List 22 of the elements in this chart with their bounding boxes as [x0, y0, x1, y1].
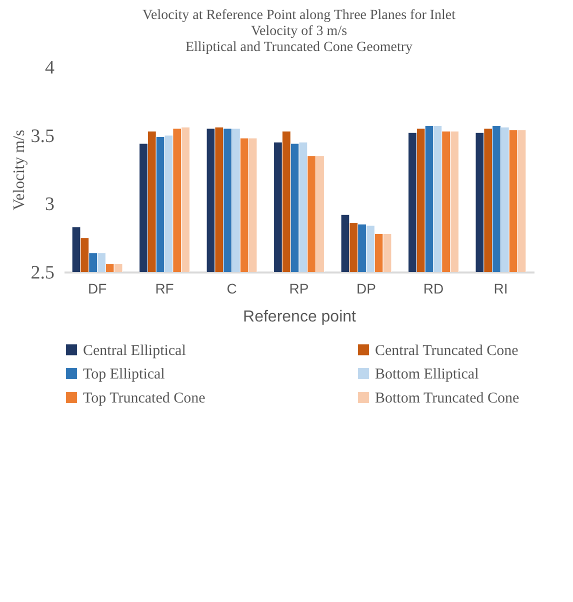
text: Velocity at Reference Point along Three Planes for Inlet [142, 8, 456, 23]
y-tick-label: 4 [45, 58, 55, 78]
x-tick-label: RD [423, 280, 444, 296]
legend-label: Top Truncated Cone [83, 390, 206, 406]
text: Elliptical and Truncated Cone Geometry [185, 40, 413, 55]
legend-label: Bottom Truncated Cone [375, 390, 520, 406]
legend-label: Bottom Elliptical [375, 366, 479, 382]
x-tick-label: DP [356, 280, 376, 296]
legend-label: Central Elliptical [83, 342, 186, 359]
x-tick-label: RP [289, 280, 309, 296]
y-axis-title: Velocity m/s [10, 130, 28, 210]
x-tick-label: RF [155, 280, 174, 296]
x-axis-title: Reference point [243, 308, 357, 326]
legend-label: Central Truncated Cone [375, 342, 519, 359]
x-tick-label: DF [88, 280, 107, 296]
legend-label: Top Elliptical [83, 366, 165, 382]
y-tick-label: 3.5 [30, 126, 54, 147]
y-tick-label: 2.5 [30, 262, 54, 284]
x-tick-label: C [226, 280, 237, 296]
y-tick-label: 3 [45, 194, 54, 216]
text: Velocity of 3 m/s [250, 24, 348, 39]
x-tick-label: RI [494, 280, 508, 296]
